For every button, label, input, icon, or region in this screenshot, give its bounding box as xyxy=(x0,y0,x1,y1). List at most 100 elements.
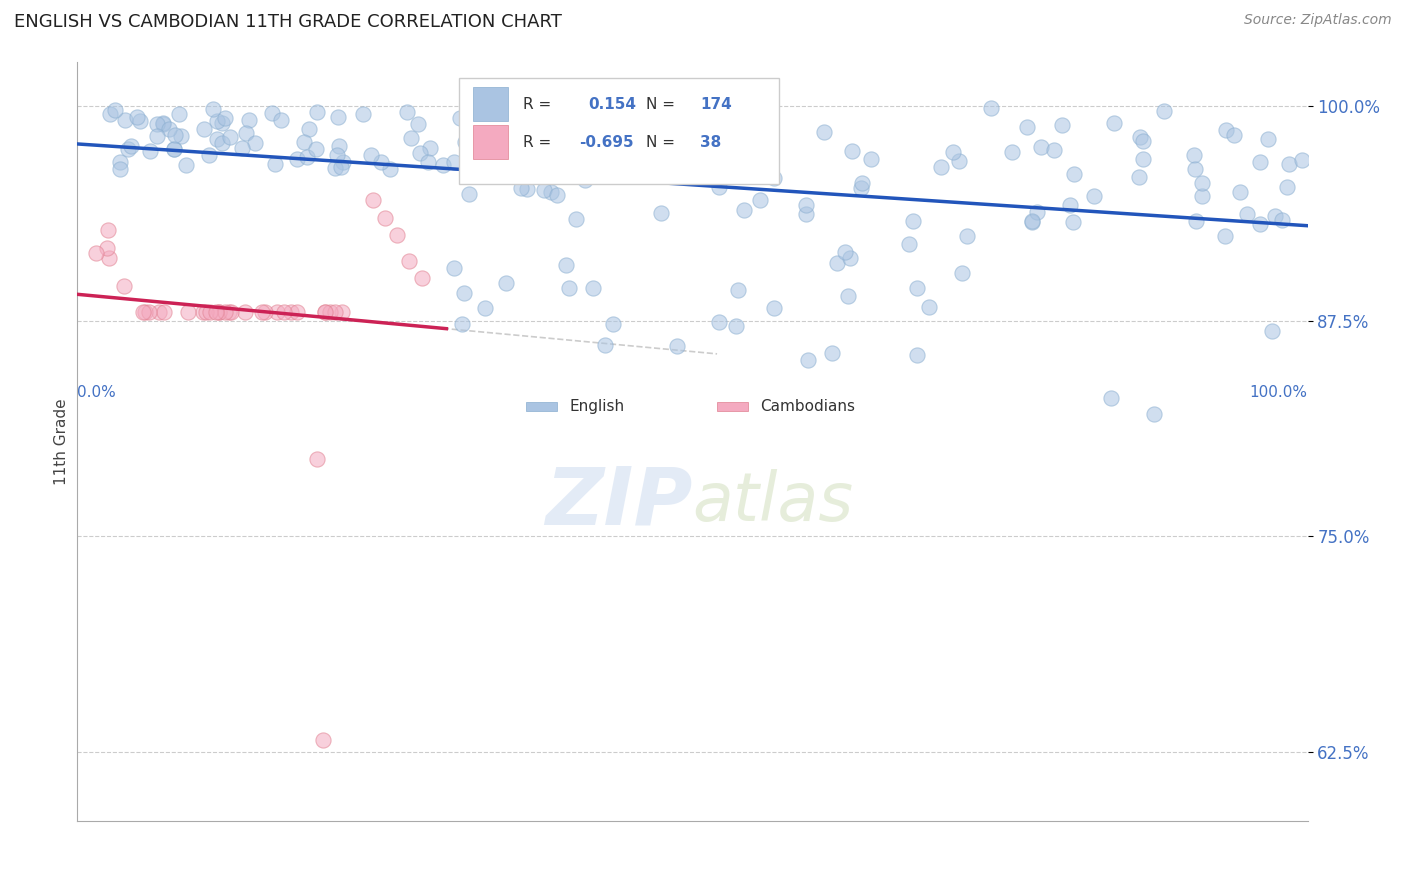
Point xyxy=(138,305,160,319)
Point xyxy=(378,161,401,176)
Point xyxy=(546,187,568,202)
Point xyxy=(751,142,773,156)
Point xyxy=(146,117,169,131)
Text: 38: 38 xyxy=(700,135,721,150)
Point xyxy=(472,122,495,136)
Point xyxy=(285,152,308,166)
Point xyxy=(396,105,419,120)
Point xyxy=(474,301,496,315)
Point xyxy=(756,126,779,140)
Point xyxy=(544,143,567,157)
FancyBboxPatch shape xyxy=(474,125,508,159)
Point xyxy=(129,114,152,128)
Point xyxy=(323,161,346,175)
Point xyxy=(1257,131,1279,145)
Point xyxy=(1021,215,1043,229)
Y-axis label: 11th Grade: 11th Grade xyxy=(53,398,69,485)
Point xyxy=(163,128,186,142)
Point xyxy=(208,305,231,319)
Point xyxy=(749,194,772,208)
Point xyxy=(98,251,121,265)
Point xyxy=(1261,324,1284,338)
Point xyxy=(841,144,863,158)
Point xyxy=(1213,228,1236,243)
Point xyxy=(827,255,849,269)
Point xyxy=(211,116,233,130)
Point xyxy=(432,157,454,171)
Point xyxy=(838,251,860,265)
Point xyxy=(538,164,561,178)
Point xyxy=(713,135,735,149)
FancyBboxPatch shape xyxy=(474,87,508,121)
Point xyxy=(724,319,747,334)
Point xyxy=(125,110,148,124)
Point xyxy=(280,305,302,319)
Point xyxy=(231,141,253,155)
Point xyxy=(1050,118,1073,132)
Point xyxy=(1083,189,1105,203)
Point xyxy=(297,121,319,136)
Point xyxy=(134,305,156,319)
Text: 0.154: 0.154 xyxy=(588,96,636,112)
Point xyxy=(905,348,928,362)
Point xyxy=(238,113,260,128)
Point xyxy=(214,111,236,125)
Point xyxy=(697,123,720,137)
Point xyxy=(304,142,326,156)
Point xyxy=(260,105,283,120)
Text: 0.0%: 0.0% xyxy=(77,384,117,400)
Point xyxy=(457,187,479,202)
Point xyxy=(219,129,242,144)
Point xyxy=(152,116,174,130)
Point xyxy=(205,132,228,146)
Point xyxy=(191,305,214,319)
Point xyxy=(146,129,169,144)
Point xyxy=(332,154,354,169)
Point xyxy=(406,118,429,132)
Point xyxy=(1182,148,1205,162)
Point xyxy=(918,300,941,314)
Point xyxy=(314,305,336,319)
Point xyxy=(1029,139,1052,153)
Point xyxy=(312,732,335,747)
Point xyxy=(104,103,127,117)
Point xyxy=(1043,143,1066,157)
Point xyxy=(96,240,118,254)
Point xyxy=(112,279,135,293)
Point xyxy=(162,143,184,157)
Point xyxy=(1291,153,1313,167)
Point xyxy=(285,305,308,319)
Text: Source: ZipAtlas.com: Source: ZipAtlas.com xyxy=(1244,13,1392,28)
Point xyxy=(1249,218,1271,232)
Point xyxy=(157,121,180,136)
Text: atlas: atlas xyxy=(693,469,853,535)
Point xyxy=(370,154,392,169)
Point xyxy=(273,305,295,319)
Point xyxy=(797,353,820,368)
Point xyxy=(1021,213,1043,227)
Point xyxy=(1132,134,1154,148)
Point xyxy=(235,127,257,141)
Point xyxy=(574,173,596,187)
Point xyxy=(307,451,329,466)
Point xyxy=(593,337,616,351)
Point xyxy=(411,270,433,285)
Point xyxy=(264,157,287,171)
Point xyxy=(537,123,560,137)
Point xyxy=(794,207,817,221)
Point xyxy=(330,305,353,319)
Point xyxy=(859,152,882,166)
Point xyxy=(1102,116,1125,130)
Point xyxy=(374,211,396,225)
Text: 174: 174 xyxy=(700,96,731,112)
Point xyxy=(148,305,170,319)
Point xyxy=(326,147,349,161)
Point xyxy=(84,246,107,260)
Point xyxy=(108,161,131,176)
Point xyxy=(114,113,136,128)
Point xyxy=(218,305,240,319)
Point xyxy=(295,150,318,164)
Point xyxy=(1191,176,1213,190)
Point xyxy=(1185,214,1208,228)
Text: R =: R = xyxy=(523,135,551,150)
